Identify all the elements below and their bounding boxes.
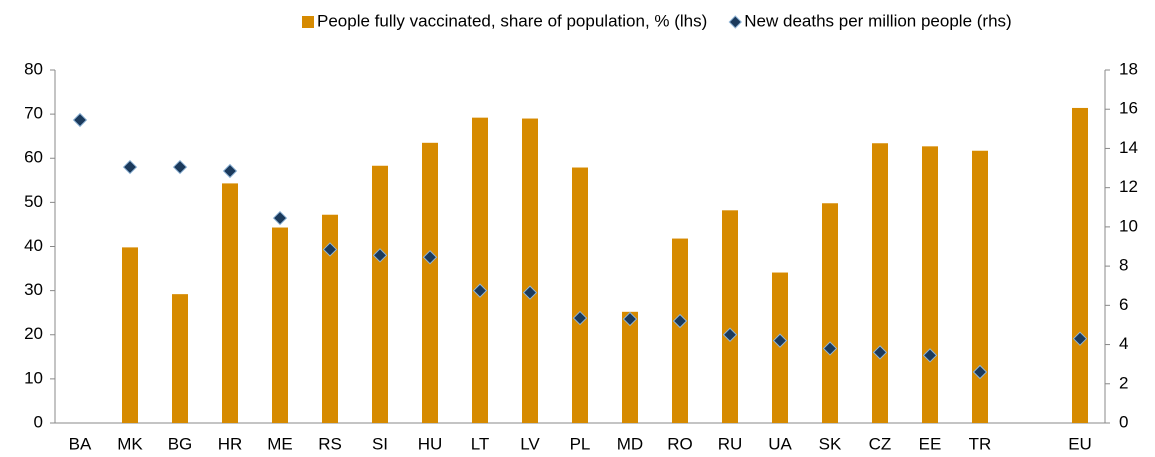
y-tick-label: 20 [24,324,43,343]
marker [772,333,788,348]
y-tick-label: 10 [24,368,43,387]
bar [722,210,738,423]
bar [472,117,488,423]
marker [822,341,838,356]
y2-tick-label: 2 [1119,373,1128,392]
y-tick-label: 30 [24,280,43,299]
x-tick-label: SK [819,434,842,453]
bar [1072,107,1088,423]
marker [522,285,538,300]
marker [622,311,638,327]
y2-tick-label: 8 [1119,256,1128,275]
y2-tick-label: 0 [1119,412,1128,431]
bar [372,165,388,423]
y-tick-label: 70 [24,104,43,123]
bar [272,227,288,423]
x-tick-label: HU [418,434,443,453]
legend-swatch [728,15,742,29]
marker [672,313,688,329]
x-tick-label: RU [718,434,743,453]
x-tick-label: EE [919,434,942,453]
y2-tick-label: 6 [1119,295,1128,314]
legend-label: New deaths per million people (rhs) [744,11,1011,30]
y2-tick-label: 10 [1119,216,1138,235]
y-tick-label: 80 [24,59,43,78]
x-tick-label: BA [69,434,92,453]
x-tick-label: PL [570,434,591,453]
y-tick-label: 40 [24,236,43,255]
bar [972,150,988,423]
marker [172,159,188,175]
marker [222,163,238,179]
bar [522,118,538,423]
y-tick-label: 0 [34,412,43,431]
legend-label: People fully vaccinated, share of popula… [317,11,707,30]
x-tick-label: MK [117,434,143,453]
marker [922,348,938,363]
x-tick-label: ME [267,434,293,453]
x-tick-label: MD [617,434,643,453]
bar [672,238,688,423]
bar [322,214,338,423]
x-tick-label: TR [969,434,992,453]
bar [422,142,438,423]
marker [72,112,88,128]
x-tick-label: BG [168,434,193,453]
marker [422,250,438,265]
legend-swatch [302,16,314,28]
y2-tick-label: 18 [1119,59,1138,78]
y2-tick-label: 12 [1119,177,1138,196]
marker [122,159,138,175]
y2-tick-label: 16 [1119,99,1138,118]
marker [472,283,488,298]
marker [372,248,388,263]
bar [872,143,888,423]
marker [1072,331,1088,346]
x-tick-label: EU [1068,434,1092,453]
marker [572,310,588,326]
marker [972,364,988,380]
x-tick-label: RO [667,434,693,453]
y-tick-label: 60 [24,148,43,167]
x-tick-label: RS [318,434,342,453]
x-tick-label: UA [768,434,792,453]
marker [872,345,888,360]
bar [922,146,938,423]
bar [822,203,838,423]
y2-tick-label: 14 [1119,138,1138,157]
y2-tick-label: 4 [1119,334,1128,353]
bar [222,183,238,423]
x-tick-label: HR [218,434,243,453]
bar [572,167,588,423]
x-tick-label: LV [520,434,540,453]
bar [622,311,638,423]
x-tick-label: LT [471,434,490,453]
marker [322,242,338,257]
x-tick-label: CZ [869,434,892,453]
bar [172,294,188,423]
x-tick-label: SI [372,434,388,453]
bar [122,247,138,423]
y-tick-label: 50 [24,192,43,211]
marker [722,327,738,342]
marker [272,210,288,226]
